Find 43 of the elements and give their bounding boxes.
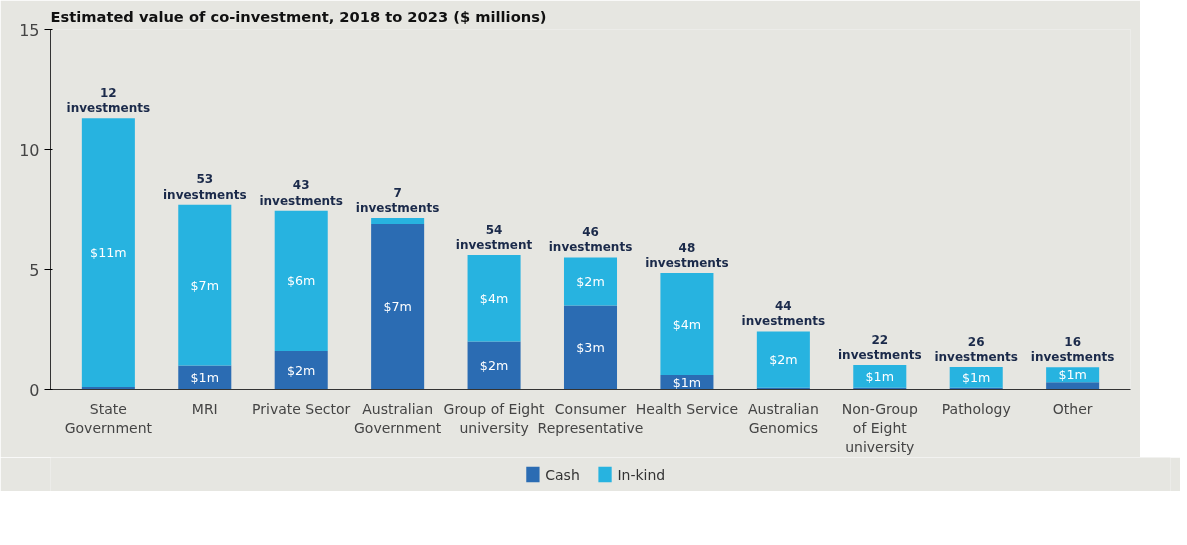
x-tick-label: Other <box>1052 400 1093 417</box>
data-label: $6m <box>287 273 316 289</box>
data-label: $2m <box>287 362 316 378</box>
data-label: $3m <box>576 340 605 355</box>
annotation: 44 investments <box>741 299 826 329</box>
annotation: 46 investments <box>548 225 633 255</box>
x-tick-label: Private Sector <box>252 400 351 417</box>
data-label: $1m <box>190 370 220 385</box>
annotation: 43 investments <box>259 178 343 208</box>
x-tick-label: Health Service <box>635 400 739 417</box>
y-tick-label: 0 <box>29 380 40 400</box>
data-label: $1m <box>672 374 702 390</box>
data-label: $2m <box>769 352 798 368</box>
legend-label: In-kind <box>617 466 666 483</box>
annotation: 7 investments <box>355 185 440 215</box>
annotation: 22 investments <box>838 332 922 363</box>
data-label: $1m <box>962 369 991 385</box>
x-tick-label: Australian Genomics <box>747 400 819 436</box>
y-tick-label: 10 <box>19 140 40 160</box>
data-label: $2m <box>576 274 605 289</box>
x-tick-label: Non-Group of Eight university <box>841 400 918 455</box>
legend-label: Cash <box>545 466 580 483</box>
data-label: $4m <box>672 316 702 332</box>
y-tick-label: 15 <box>19 20 40 40</box>
annotation: 53 investments <box>163 172 247 202</box>
annotation: 16 investments <box>1030 334 1115 365</box>
data-label: $4m <box>479 290 509 306</box>
chart-title: Estimated value of co-investment, 2018 to 2023 ($ millions) <box>50 7 547 25</box>
annotation: 48 investments <box>645 240 729 271</box>
annotation: 54 investment <box>455 222 533 253</box>
x-tick-label: MRI <box>191 400 218 417</box>
annotation: 26 investments <box>934 334 1018 364</box>
data-label: $1m <box>1058 367 1087 383</box>
x-tick-label: Pathology <box>941 400 1011 417</box>
data-label: $7m <box>190 277 220 293</box>
data-label: $11m <box>90 245 127 261</box>
x-tick-label: Australian Government <box>353 400 442 436</box>
data-label: $7m <box>383 299 412 315</box>
data-label: $2m <box>479 358 509 373</box>
x-tick-label: State Government <box>64 400 153 436</box>
y-tick-label: 5 <box>29 260 40 280</box>
annotation: 12 investments <box>66 85 151 116</box>
data-label: $1m <box>865 368 895 384</box>
